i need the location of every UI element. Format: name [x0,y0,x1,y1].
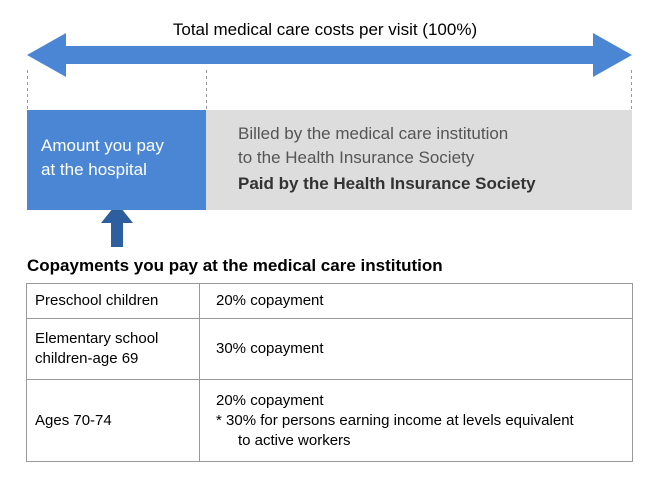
amount-you-pay-line2: at the hospital [41,160,147,179]
table-row: Ages 70-74 20% copayment * 30% for perso… [26,379,633,462]
diagram-graphics [27,33,632,247]
double-headed-arrow-icon [27,33,632,77]
category-cell: Preschool children [26,283,200,319]
table-row: Elementary school children-age 69 30% co… [26,318,633,380]
up-arrow-icon [101,203,133,247]
amount-you-pay-line1: Amount you pay [41,136,164,155]
category-line2: children-age 69 [35,350,139,367]
paid-by-society-label: Paid by the Health Insurance Society [238,174,536,193]
amount-you-pay-box: Amount you pay at the hospital [27,110,206,210]
category-cell: Ages 70-74 [26,379,200,462]
billed-line1: Billed by the medical care institution [238,124,509,143]
copay-cell: 30% copayment [199,318,633,380]
copay-line1: 20% copayment [216,391,324,409]
table-row: Preschool children 20% copayment [26,283,633,319]
category-cell: Elementary school children-age 69 [26,318,200,380]
copay-cell: 20% copayment [199,283,633,319]
copay-note-line2: to active workers [238,431,351,449]
category-line1: Elementary school [35,330,159,347]
copay-note-line1: * 30% for persons earning income at leve… [216,411,574,429]
copayment-table: Preschool children 20% copayment Element… [26,283,633,462]
total-cost-title: Total medical care costs per visit (100%… [172,20,478,39]
copayments-heading: Copayments you pay at the medical care i… [27,256,443,275]
copay-cell: 20% copayment * 30% for persons earning … [199,379,633,462]
billed-to-society-box: Billed by the medical care institution t… [206,110,632,210]
billed-line2: to the Health Insurance Society [238,148,475,167]
